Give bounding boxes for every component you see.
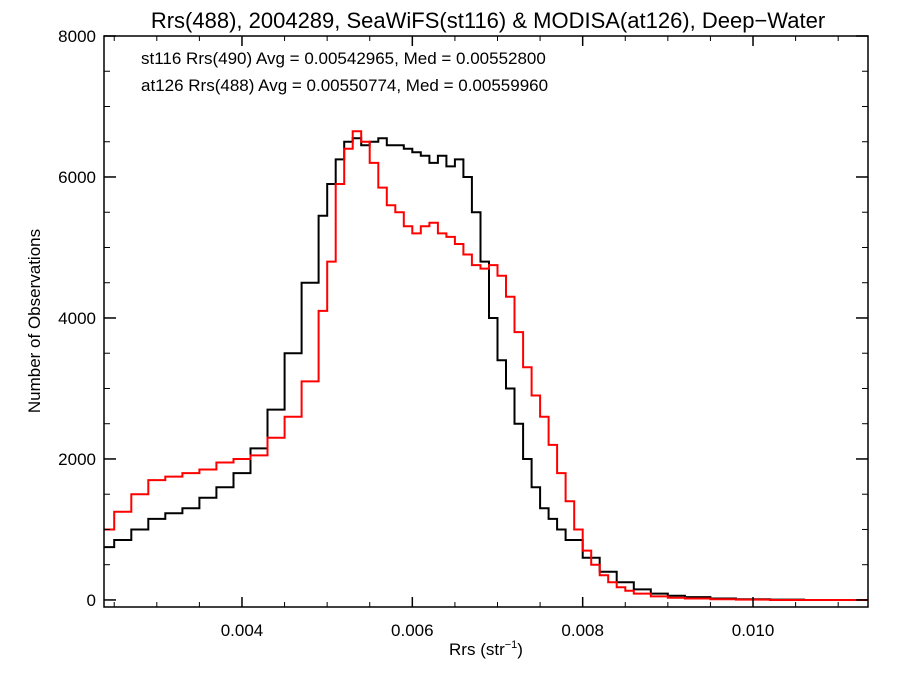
- chart-title: Rrs(488), 2004289, SeaWiFS(st116) & MODI…: [151, 8, 825, 33]
- x-tick-label: 0.008: [561, 621, 604, 640]
- x-axis-label: Rrs (str−1): [449, 639, 523, 659]
- x-axis-label-main: Rrs (str: [449, 640, 505, 659]
- series-line-1: [104, 130, 868, 601]
- series-layer: [104, 130, 868, 601]
- y-axis-label: Number of Observations: [25, 229, 44, 413]
- y-tick-label: 6000: [58, 168, 96, 187]
- x-tick-label: 0.010: [732, 621, 775, 640]
- legend-entry-at126: at126 Rrs(488) Avg = 0.00550774, Med = 0…: [141, 76, 548, 95]
- x-tick-label: 0.006: [391, 621, 434, 640]
- x-axis-label-sup: −1: [505, 639, 518, 651]
- y-tick-label: 2000: [58, 450, 96, 469]
- series-line-0: [104, 137, 868, 601]
- ticks-layer: 0.004 0.006 0.008 0.010 0 2000 4000 6000 8000: [58, 27, 868, 640]
- plot-area: 0.004 0.006 0.008 0.010 0 2000 4000 6000 8000: [58, 27, 869, 640]
- x-axis-label-close: ): [517, 640, 523, 659]
- legend-entry-st116: st116 Rrs(490) Avg = 0.00542965, Med = 0…: [141, 49, 546, 68]
- y-tick-label: 0: [87, 591, 96, 610]
- y-tick-label: 4000: [58, 309, 96, 328]
- y-tick-label: 8000: [58, 27, 96, 46]
- plot-frame: [103, 35, 869, 608]
- x-tick-label: 0.004: [221, 621, 264, 640]
